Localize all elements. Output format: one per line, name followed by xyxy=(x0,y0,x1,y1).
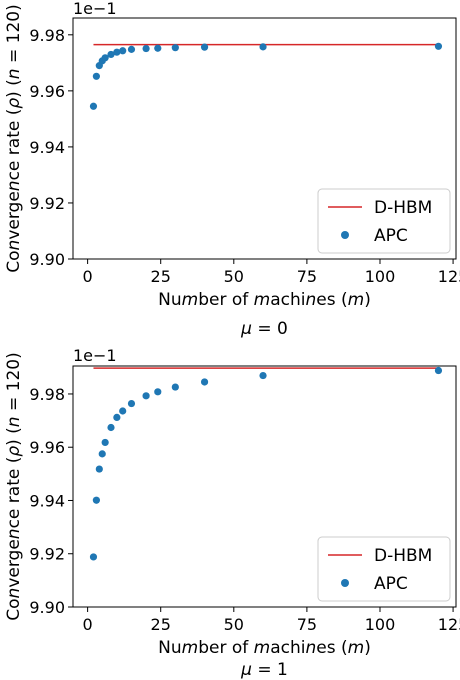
chart-panel-bottom: 0 25 50 75 100 125 9.90 9.92 9.94 9.96 9.98 1e−1 N… xyxy=(4,346,460,680)
y-axis-label: Convergence rate (ρ) (n = 120) xyxy=(4,352,24,620)
x-tick-label: 0 xyxy=(83,267,93,286)
x-tick-label: 100 xyxy=(365,615,396,634)
y-offset-label: 1e−1 xyxy=(73,346,117,365)
data-point xyxy=(171,383,179,391)
data-point xyxy=(200,43,209,51)
legend: D-HBM APC xyxy=(317,188,451,254)
data-point xyxy=(434,42,443,50)
data-point xyxy=(142,44,150,53)
x-tick-label: 50 xyxy=(224,267,244,286)
y-tick-label: 9.94 xyxy=(29,491,65,510)
chart-panel-top: 0 25 50 75 100 125 9.90 9.92 9.94 9.96 9.98 1e−1 N… xyxy=(4,0,460,339)
y-tick-label: 9.94 xyxy=(29,138,65,157)
data-point xyxy=(154,388,162,396)
x-tick-label: 125 xyxy=(438,267,460,286)
x-axis-label: Number of machines (m) xyxy=(158,290,371,310)
chart-marks xyxy=(89,366,443,561)
data-point xyxy=(89,102,98,110)
legend-swatch-point xyxy=(341,579,349,587)
data-point xyxy=(92,72,100,80)
legend-label: APC xyxy=(374,226,408,246)
data-point xyxy=(113,413,121,421)
data-point xyxy=(101,54,109,62)
y-tick-label: 9.90 xyxy=(29,598,65,617)
axis-ticks: 0 25 50 75 100 125 9.90 9.92 9.94 9.96 9.98 xyxy=(29,26,460,286)
data-point xyxy=(107,50,115,59)
x-tick-label: 125 xyxy=(438,615,460,634)
y-axis-label: Convergence rate (ρ) (n = 120) xyxy=(4,4,24,272)
data-point xyxy=(95,465,103,473)
axis-ticks: 0 25 50 75 100 125 9.90 9.92 9.94 9.96 9.98 xyxy=(29,385,460,634)
x-tick-label: 50 xyxy=(224,615,244,634)
y-tick-label: 9.96 xyxy=(29,82,65,101)
data-point xyxy=(259,371,267,380)
data-point xyxy=(127,45,136,53)
legend-box xyxy=(317,536,451,602)
chart-marks xyxy=(89,42,443,110)
data-point xyxy=(113,48,121,56)
data-point xyxy=(107,423,115,432)
data-point xyxy=(89,553,98,561)
y-tick-label: 9.96 xyxy=(29,438,65,457)
legend-box xyxy=(317,188,451,254)
x-tick-label: 75 xyxy=(297,615,317,634)
data-point xyxy=(200,378,209,386)
data-point xyxy=(119,47,127,55)
x-tick-label: 25 xyxy=(151,615,171,634)
y-tick-label: 9.92 xyxy=(29,545,65,564)
x-tick-label: 75 xyxy=(297,267,317,286)
y-tick-label: 9.98 xyxy=(29,385,65,404)
data-point xyxy=(171,44,179,52)
data-point xyxy=(142,392,150,400)
legend: D-HBM APC xyxy=(317,536,451,602)
y-tick-label: 9.92 xyxy=(29,194,65,213)
panel-caption: μ = 0 xyxy=(240,319,288,339)
plot-area xyxy=(72,17,457,260)
legend-label: D-HBM xyxy=(374,546,432,566)
legend-swatch-point xyxy=(341,231,349,239)
x-tick-label: 100 xyxy=(365,267,396,286)
y-tick-label: 9.90 xyxy=(29,250,65,269)
data-point xyxy=(119,407,127,415)
data-point xyxy=(127,399,136,408)
data-point xyxy=(259,43,267,51)
y-offset-label: 1e−1 xyxy=(73,0,117,18)
plot-area xyxy=(72,365,457,608)
data-point xyxy=(154,44,162,52)
legend-label: D-HBM xyxy=(374,198,432,218)
data-point xyxy=(434,366,443,375)
data-point xyxy=(98,450,106,458)
x-tick-label: 0 xyxy=(83,615,93,634)
data-point xyxy=(101,438,109,447)
panel-caption: μ = 1 xyxy=(240,660,288,680)
data-point xyxy=(92,496,100,504)
y-tick-label: 9.98 xyxy=(29,26,65,45)
x-tick-label: 25 xyxy=(151,267,171,286)
x-axis-label: Number of machines (m) xyxy=(158,638,371,658)
legend-label: APC xyxy=(374,574,408,594)
